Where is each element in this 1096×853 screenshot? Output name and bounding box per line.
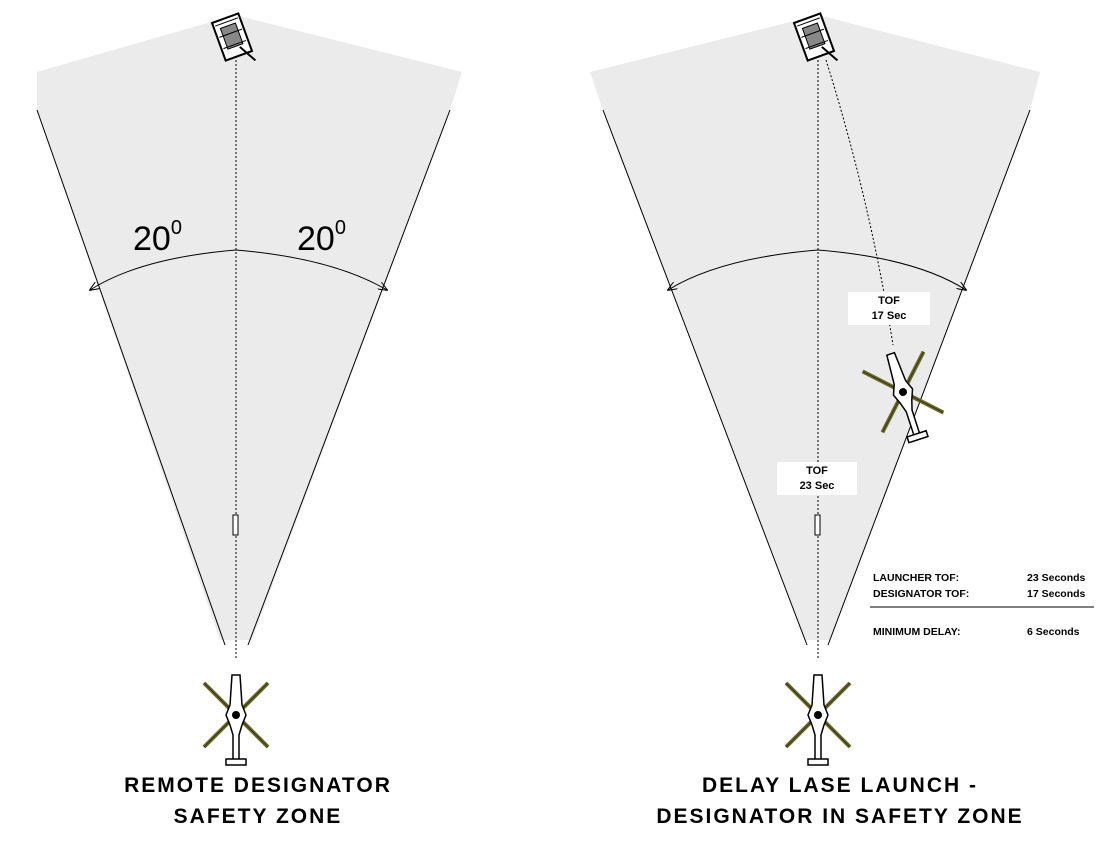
caption: DELAY LASE LAUNCH - xyxy=(702,774,978,797)
angle-value: 20 xyxy=(133,220,171,258)
missile xyxy=(232,514,239,536)
safety-zone xyxy=(37,15,462,640)
angle-label: 200 xyxy=(133,217,182,258)
zone-edge xyxy=(247,109,451,646)
zone-edge xyxy=(827,109,1031,646)
tof-value: 23 Sec xyxy=(800,480,835,492)
angle-arc xyxy=(817,249,966,290)
tof-value: 17 Sec xyxy=(872,310,907,322)
caption: SAFETY ZONE xyxy=(174,805,343,828)
angle-label: 200 xyxy=(297,217,346,258)
table-value: 17 Seconds xyxy=(1027,588,1086,600)
table-label: LAUNCHER TOF: xyxy=(873,572,959,584)
missile xyxy=(814,514,821,536)
safety-zone xyxy=(590,15,1040,640)
angle-unit: 0 xyxy=(171,217,182,239)
zone-edge xyxy=(36,109,226,646)
tof-box xyxy=(777,462,857,495)
caption: REMOTE DESIGNATOR xyxy=(124,774,392,797)
table-label: MINIMUM DELAY: xyxy=(873,626,961,638)
angle-arc xyxy=(90,249,237,290)
helicopter xyxy=(784,673,852,767)
table-value: 23 Seconds xyxy=(1027,572,1086,584)
angle-unit: 0 xyxy=(335,217,346,239)
helicopter xyxy=(202,673,270,767)
angle-arc xyxy=(235,249,387,290)
angle-value: 20 xyxy=(297,220,335,258)
caption: DESIGNATOR IN SAFETY ZONE xyxy=(656,805,1023,828)
table-value: 6 Seconds xyxy=(1027,626,1080,638)
tof-box xyxy=(848,292,930,325)
angle-arc xyxy=(668,249,819,290)
zone-edge xyxy=(602,109,808,646)
left-panel: 200 200 REMOTE DESIGNATOR SAFETY ZONE xyxy=(36,12,462,828)
right-panel: TOF 17 Sec TOF 23 Sec LAUNCHER TOF: 23 S… xyxy=(590,12,1094,828)
tof-label: TOF xyxy=(806,465,828,477)
tof-label: TOF xyxy=(878,295,900,307)
table-label: DESIGNATOR TOF: xyxy=(873,588,969,600)
